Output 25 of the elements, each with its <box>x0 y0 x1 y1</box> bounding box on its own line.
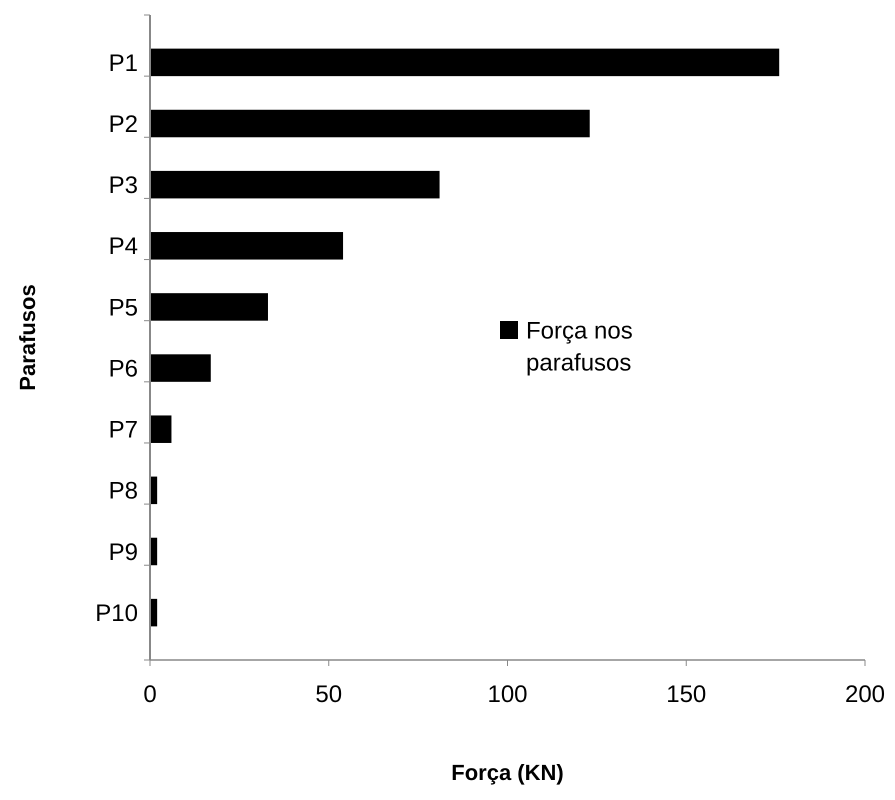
y-tick-label: P4 <box>108 233 138 260</box>
bar <box>150 48 780 76</box>
y-tick-label: P10 <box>95 600 138 628</box>
y-tick-label: P3 <box>108 172 138 200</box>
y-tick-label: P1 <box>108 50 138 77</box>
y-tick-label: P6 <box>108 355 138 382</box>
bar <box>150 170 440 198</box>
y-tick-label: P2 <box>108 110 138 138</box>
y-axis-title: Parafusos <box>15 284 40 391</box>
bar <box>150 110 590 138</box>
x-tick-label: 150 <box>666 681 706 708</box>
y-tick-label: P9 <box>108 538 138 566</box>
bar <box>150 354 211 382</box>
x-tick-label: 50 <box>315 681 342 708</box>
y-tick-label: P7 <box>108 416 138 444</box>
y-tick-label: P5 <box>108 294 138 322</box>
x-tick-label: 200 <box>844 681 886 708</box>
y-tick-label: P8 <box>108 478 138 505</box>
bar <box>150 232 344 260</box>
x-tick-label: 100 <box>487 681 528 708</box>
x-tick-label: 0 <box>143 681 157 708</box>
legend-label: Força nos parafusos <box>526 317 633 376</box>
bar <box>150 293 268 321</box>
x-axis-title: Força (KN) <box>451 760 564 785</box>
bar <box>150 415 172 443</box>
